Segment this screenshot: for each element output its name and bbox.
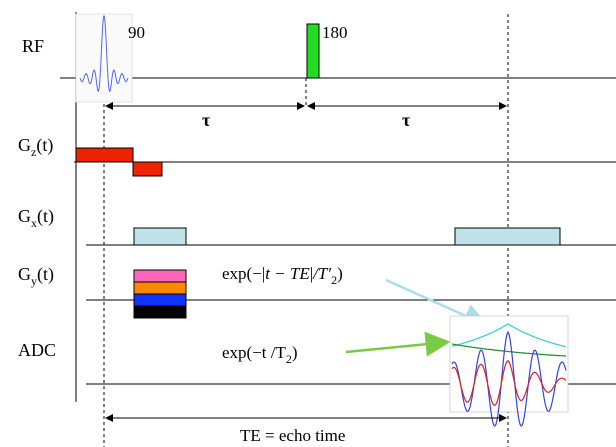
t2-prime-envelope-equation: exp(−|t − TE|/T′2)	[222, 264, 343, 287]
t2-decay-equation: exp(−t /T2)	[222, 343, 298, 366]
rf-90-label: 90	[128, 23, 145, 42]
adc-row-label: ADC	[18, 340, 56, 360]
rf-180-label: 180	[322, 23, 348, 42]
echo-signal-inset	[449, 315, 569, 427]
rf-180-pulse	[306, 23, 320, 79]
tau-2-label: τ	[402, 110, 411, 130]
gz-slice-select-lobe	[75, 147, 134, 163]
gy-phase-encode-steps	[133, 269, 187, 319]
gx-row-label: Gx(t)	[18, 206, 54, 230]
te-label: TE = echo time	[240, 426, 345, 445]
gz-row-label: Gz(t)	[18, 135, 53, 159]
gx-prephase-lobe	[133, 227, 187, 246]
gy-row-label: Gy(t)	[18, 264, 54, 288]
t2-pointer-arrow	[345, 331, 451, 357]
gz-rephase-lobe	[132, 161, 163, 177]
rf-row-label: RF	[22, 36, 44, 56]
gx-readout-lobe	[454, 227, 561, 246]
tau-1-label: τ	[202, 110, 211, 130]
rf-90-sinc-pulse	[75, 13, 133, 103]
